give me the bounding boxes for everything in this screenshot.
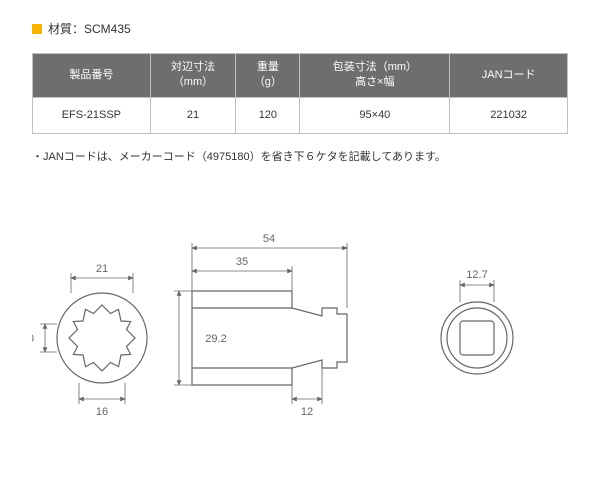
title-marker xyxy=(32,24,42,34)
td-jan: 221032 xyxy=(450,97,568,133)
footnote: ・JANコードは、メーカーコード（4975180）を省き下６ケタを記載してありま… xyxy=(32,148,568,164)
spec-table: 製品番号 対辺寸法（mm） 重量（g） 包装寸法（mm）高さ×幅 JANコード … xyxy=(32,53,568,134)
th-jan: JANコード xyxy=(450,54,568,98)
th-af: 対辺寸法（mm） xyxy=(150,54,236,98)
dim-od: 29.2 xyxy=(205,333,226,345)
section-title: 材質：SCM435 xyxy=(32,20,568,37)
dim-total: 54 xyxy=(263,233,275,245)
th-weight: 重量（g） xyxy=(236,54,300,98)
rear-view: 12.7 xyxy=(441,269,513,374)
dim-body: 35 xyxy=(236,256,248,268)
th-package: 包装寸法（mm）高さ×幅 xyxy=(300,54,450,98)
side-view: 54 35 29.2 12 xyxy=(174,233,347,418)
td-af: 21 xyxy=(150,97,236,133)
front-view: 21 10 16 xyxy=(32,263,147,418)
technical-drawings: 21 10 16 54 35 xyxy=(32,188,568,448)
dim-af: 21 xyxy=(96,263,108,275)
table-row: EFS-21SSP 21 120 95×40 221032 xyxy=(33,97,568,133)
td-product-no: EFS-21SSP xyxy=(33,97,151,133)
td-package: 95×40 xyxy=(300,97,450,133)
dim-base: 16 xyxy=(96,406,108,418)
th-product-no: 製品番号 xyxy=(33,54,151,98)
dim-shank: 12 xyxy=(301,406,313,418)
drawings-svg: 21 10 16 54 35 xyxy=(32,188,568,448)
dim-height: 10 xyxy=(32,333,34,345)
title-text: 材質：SCM435 xyxy=(48,20,131,37)
td-weight: 120 xyxy=(236,97,300,133)
table-header-row: 製品番号 対辺寸法（mm） 重量（g） 包装寸法（mm）高さ×幅 JANコード xyxy=(33,54,568,98)
dim-drive: 12.7 xyxy=(466,269,487,281)
